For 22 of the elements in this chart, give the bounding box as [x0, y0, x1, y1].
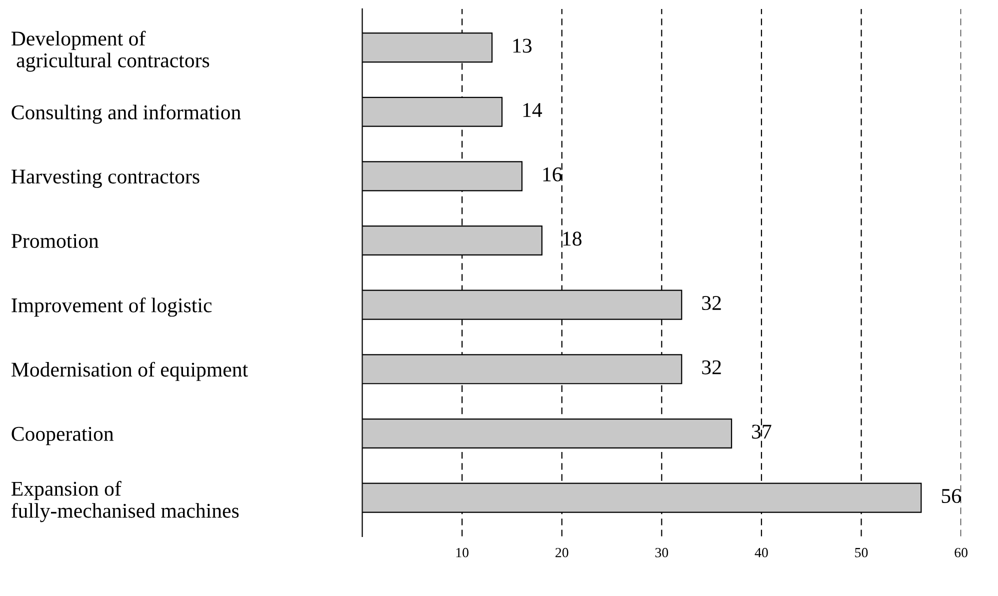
data-label: 32 — [702, 296, 721, 310]
y-tick-label: Cooperation — [12, 426, 114, 446]
x-tick-label: 10 — [456, 548, 468, 558]
y-tick-label: Development of agricultural contractors — [11, 30, 210, 72]
x-tick-label: 60 — [954, 548, 968, 558]
y-tick-label: Consulting and information — [12, 104, 241, 124]
x-tick-label: 30 — [655, 548, 668, 558]
y-tick-label: Promotion — [11, 234, 99, 248]
data-label: 13 — [513, 38, 532, 53]
data-label: 14 — [523, 103, 542, 117]
data-label: 32 — [702, 360, 721, 374]
data-label: 16 — [543, 167, 562, 182]
y-tick-label: Harvesting contractors — [11, 170, 200, 188]
x-tick-label: 40 — [754, 548, 768, 558]
x-tick-label: 20 — [556, 548, 568, 558]
data-label: 37 — [752, 424, 772, 439]
y-tick-label: Modernisation of equipment — [11, 362, 248, 381]
y-tick-label: Expansion of fully-mechanised machines — [11, 480, 239, 522]
data-label: 56 — [942, 489, 961, 504]
data-label: 18 — [563, 232, 582, 246]
y-tick-label: Improvement of logistic — [12, 298, 212, 317]
x-tick-label: 50 — [855, 548, 868, 558]
